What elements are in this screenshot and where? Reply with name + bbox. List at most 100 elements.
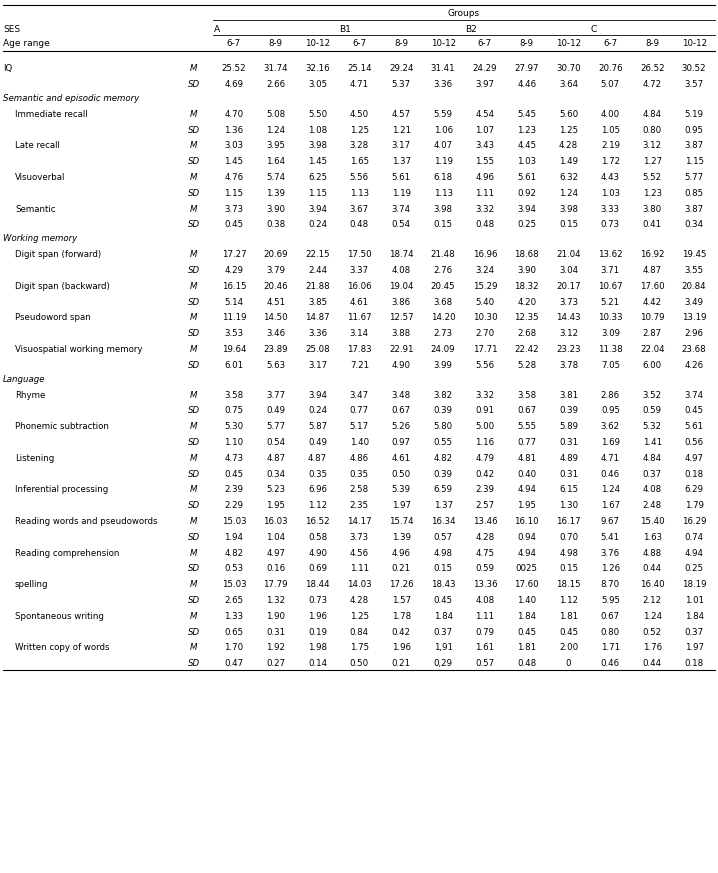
Text: M: M (190, 549, 197, 558)
Text: 2.00: 2.00 (559, 643, 578, 652)
Text: 0.38: 0.38 (266, 221, 285, 230)
Text: Listening: Listening (15, 454, 55, 463)
Text: 0.95: 0.95 (684, 126, 704, 134)
Text: 19.64: 19.64 (222, 345, 246, 354)
Text: 1.96: 1.96 (308, 612, 327, 621)
Text: 4.96: 4.96 (392, 549, 411, 558)
Text: 6-7: 6-7 (353, 39, 366, 49)
Text: 10.79: 10.79 (640, 313, 664, 322)
Text: 1.24: 1.24 (601, 485, 620, 494)
Text: 4.90: 4.90 (392, 361, 411, 370)
Text: 20.76: 20.76 (598, 65, 623, 73)
Text: 21.04: 21.04 (556, 251, 581, 259)
Text: 4.61: 4.61 (392, 454, 411, 463)
Text: SD: SD (188, 470, 200, 478)
Text: SES: SES (3, 24, 20, 33)
Text: SD: SD (188, 329, 200, 339)
Text: 16.96: 16.96 (472, 251, 497, 259)
Text: 6.59: 6.59 (434, 485, 452, 494)
Text: 0.45: 0.45 (559, 628, 578, 636)
Text: Semantic: Semantic (15, 204, 55, 214)
Text: 24.09: 24.09 (431, 345, 455, 354)
Text: 0.40: 0.40 (517, 470, 536, 478)
Text: 3.12: 3.12 (559, 329, 578, 339)
Text: 5.23: 5.23 (266, 485, 285, 494)
Text: 5.60: 5.60 (559, 110, 578, 119)
Text: 0.39: 0.39 (559, 407, 578, 416)
Text: 3.36: 3.36 (434, 80, 452, 89)
Text: 15.74: 15.74 (389, 517, 414, 526)
Text: 6.18: 6.18 (434, 173, 452, 182)
Text: Digit span (backward): Digit span (backward) (15, 282, 110, 291)
Text: 0.59: 0.59 (475, 565, 495, 574)
Text: 1.11: 1.11 (350, 565, 369, 574)
Text: 0.75: 0.75 (224, 407, 243, 416)
Text: 0.45: 0.45 (224, 221, 243, 230)
Text: 6.01: 6.01 (224, 361, 243, 370)
Text: 0.44: 0.44 (643, 565, 662, 574)
Text: 4.84: 4.84 (643, 110, 662, 119)
Text: 16.29: 16.29 (682, 517, 707, 526)
Text: 18.32: 18.32 (514, 282, 539, 291)
Text: 1.15: 1.15 (308, 189, 327, 198)
Text: 1.01: 1.01 (684, 596, 704, 605)
Text: 0.35: 0.35 (308, 470, 327, 478)
Text: 8-9: 8-9 (269, 39, 283, 49)
Text: Rhyme: Rhyme (15, 391, 45, 400)
Text: 2.86: 2.86 (601, 391, 620, 400)
Text: 1.33: 1.33 (224, 612, 243, 621)
Text: 1.61: 1.61 (475, 643, 495, 652)
Text: 3.90: 3.90 (517, 266, 536, 275)
Text: 0.91: 0.91 (475, 407, 495, 416)
Text: 4.20: 4.20 (517, 298, 536, 306)
Text: 1.97: 1.97 (684, 643, 704, 652)
Text: M: M (190, 141, 197, 150)
Text: 0.57: 0.57 (475, 659, 495, 669)
Text: 0.54: 0.54 (266, 438, 285, 447)
Text: 4.00: 4.00 (601, 110, 620, 119)
Text: 3.68: 3.68 (434, 298, 452, 306)
Text: 1.13: 1.13 (434, 189, 452, 198)
Text: M: M (190, 345, 197, 354)
Text: 3.87: 3.87 (684, 141, 704, 150)
Text: 2.76: 2.76 (434, 266, 452, 275)
Text: SD: SD (188, 80, 200, 89)
Text: 3.94: 3.94 (308, 391, 327, 400)
Text: 6.15: 6.15 (559, 485, 578, 494)
Text: 0.34: 0.34 (266, 470, 285, 478)
Text: 0.85: 0.85 (684, 189, 704, 198)
Text: 3.62: 3.62 (601, 423, 620, 431)
Text: 1.25: 1.25 (350, 612, 369, 621)
Text: 5.61: 5.61 (517, 173, 536, 182)
Text: 2.48: 2.48 (643, 501, 662, 511)
Text: 6.29: 6.29 (684, 485, 704, 494)
Text: 3.05: 3.05 (308, 80, 327, 89)
Text: 0.69: 0.69 (308, 565, 327, 574)
Text: 5.30: 5.30 (224, 423, 243, 431)
Text: 0.45: 0.45 (224, 470, 243, 478)
Text: 4.97: 4.97 (266, 549, 285, 558)
Text: 5.26: 5.26 (392, 423, 411, 431)
Text: 0.42: 0.42 (392, 628, 411, 636)
Text: M: M (190, 282, 197, 291)
Text: Groups: Groups (448, 10, 480, 18)
Text: 26.52: 26.52 (640, 65, 665, 73)
Text: 0.67: 0.67 (601, 612, 620, 621)
Text: 3.24: 3.24 (475, 266, 495, 275)
Text: 4.79: 4.79 (475, 454, 495, 463)
Text: 3.49: 3.49 (684, 298, 704, 306)
Text: M: M (190, 251, 197, 259)
Text: Reading comprehension: Reading comprehension (15, 549, 119, 558)
Text: 1,91: 1,91 (434, 643, 452, 652)
Text: 0.27: 0.27 (266, 659, 285, 669)
Text: 0.18: 0.18 (684, 659, 704, 669)
Text: 6-7: 6-7 (227, 39, 241, 49)
Text: 5.28: 5.28 (517, 361, 536, 370)
Text: 0.92: 0.92 (517, 189, 536, 198)
Text: 4.96: 4.96 (475, 173, 495, 182)
Text: 1.81: 1.81 (559, 612, 578, 621)
Text: 16.03: 16.03 (264, 517, 288, 526)
Text: 4.76: 4.76 (224, 173, 243, 182)
Text: 4.82: 4.82 (434, 454, 452, 463)
Text: 3.85: 3.85 (308, 298, 327, 306)
